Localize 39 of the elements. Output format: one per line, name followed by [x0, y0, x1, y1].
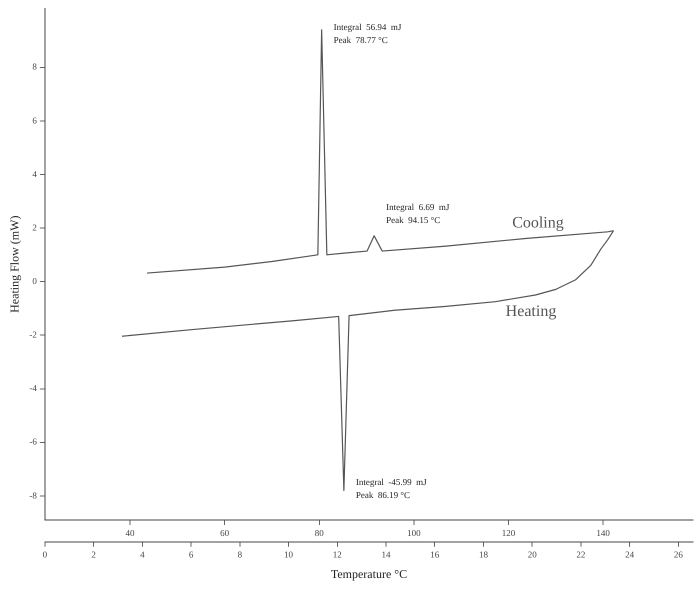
y-tick-label: 2 [32, 222, 37, 232]
x-tick-label: 120 [502, 528, 516, 538]
annotation: Integral 56.94 mJ [334, 22, 402, 32]
y-tick-label: -2 [29, 330, 37, 340]
x2-tick-label: 12 [332, 550, 342, 560]
y-tick-label: -6 [29, 436, 38, 447]
y-axis-title: Heating Flow (mW) [7, 216, 22, 313]
y-tick-label: -8 [29, 490, 38, 500]
series-label: Heating [506, 302, 556, 320]
x2-tick-label: 16 [430, 550, 440, 560]
x-tick-label: 60 [220, 528, 230, 538]
x-tick-label: 140 [596, 528, 610, 538]
x2-tick-label: 2 [91, 550, 96, 560]
y-tick-label: 0 [32, 276, 38, 286]
y-tick-label: 8 [32, 62, 38, 72]
annotation: Integral -45.99 mJ [356, 476, 428, 487]
x-tick-label: 40 [126, 528, 136, 538]
x2-tick-label: 22 [576, 550, 586, 560]
annotation: Integral 6.69 mJ [386, 202, 450, 212]
x2-tick-label: 14 [382, 550, 392, 560]
y-tick-label: -4 [29, 383, 38, 394]
x2-tick-label: 18 [478, 550, 488, 560]
x-tick-label: 80 [314, 528, 324, 538]
x2-tick-label: 4 [140, 550, 146, 560]
annotation: Peak 78.77 °C [334, 35, 388, 46]
x2-tick-label: 6 [188, 550, 194, 560]
x2-tick-label: 8 [238, 550, 243, 560]
annotation: Peak 86.19 °C [356, 490, 410, 500]
x-tick-label: 100 [407, 528, 422, 538]
x2-tick-label: 0 [42, 550, 48, 560]
y-tick-label: 4 [32, 168, 38, 179]
x2-tick-label: 10 [284, 550, 294, 560]
x2-tick-label: 26 [674, 550, 684, 560]
x2-tick-label: 24 [625, 550, 635, 560]
x-axis-title: Temperature °C [330, 566, 408, 581]
y-tick-label: 6 [32, 115, 38, 126]
series-label: Cooling [512, 214, 564, 232]
x2-tick-label: 20 [528, 550, 538, 560]
annotation: Peak 94.15 °C [386, 215, 440, 226]
